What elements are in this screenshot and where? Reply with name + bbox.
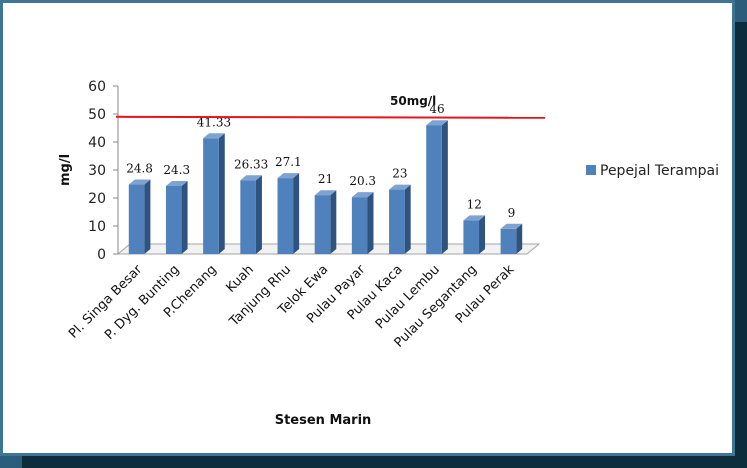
bar-front xyxy=(500,228,517,254)
data-label: 24.8 xyxy=(126,162,153,176)
data-label: 21 xyxy=(318,172,333,186)
x-axis-title: Stesen Marin xyxy=(275,413,372,428)
bar-side xyxy=(293,173,300,254)
bar-top xyxy=(314,190,337,196)
bar-top xyxy=(165,180,188,186)
bar-top xyxy=(351,192,374,198)
bar-side xyxy=(367,192,374,254)
y-axis-title: mg/l xyxy=(58,154,73,186)
bar-front xyxy=(463,220,480,254)
bar-top xyxy=(463,215,486,221)
bar-top xyxy=(500,223,523,229)
reference-line-group: 50mg/l xyxy=(115,94,546,119)
bar-front xyxy=(426,125,442,254)
bar-front xyxy=(277,178,294,254)
bar-side xyxy=(516,223,523,254)
bar xyxy=(128,179,151,254)
bar-front xyxy=(314,195,331,254)
data-label: 27.1 xyxy=(275,155,302,169)
value-labels: 24.8 24.3 41.33 26.33 27.1 21 20.3 23 46 12 9 xyxy=(126,102,515,220)
bar-side xyxy=(181,180,188,254)
bar xyxy=(463,215,486,254)
bar-side xyxy=(255,175,262,254)
bar xyxy=(351,192,374,254)
bar-side xyxy=(144,179,151,254)
bar-top xyxy=(389,184,411,190)
data-label: 46 xyxy=(429,102,444,116)
bar xyxy=(314,190,337,254)
data-label: 20.3 xyxy=(349,174,376,188)
bar xyxy=(240,175,262,254)
bar-front xyxy=(351,197,368,254)
bar-side xyxy=(218,133,225,254)
bar-top xyxy=(128,179,151,185)
y-tick-label: 30 xyxy=(88,163,106,179)
reference-line xyxy=(115,115,546,119)
bar-top xyxy=(426,120,448,126)
bar-front xyxy=(128,184,145,254)
data-label: 26.33 xyxy=(234,157,268,171)
bars xyxy=(128,120,523,254)
bar xyxy=(203,133,225,254)
data-label: 9 xyxy=(508,206,516,220)
data-label: 41.33 xyxy=(197,115,231,129)
y-tick-label: 20 xyxy=(88,191,106,207)
bar-top xyxy=(277,173,300,179)
bar-side xyxy=(330,190,337,254)
bar-front xyxy=(165,185,182,254)
data-label: 12 xyxy=(467,197,482,211)
bar xyxy=(426,120,448,254)
bar-front xyxy=(389,189,405,254)
bar-side xyxy=(441,120,448,254)
y-tick-label: 0 xyxy=(97,247,106,263)
y-tick-label: 40 xyxy=(88,135,106,151)
category-label: Kuah xyxy=(223,262,256,295)
bar-top xyxy=(240,175,262,181)
bar xyxy=(389,184,411,254)
y-tick-label: 50 xyxy=(88,107,106,123)
bar-top xyxy=(203,133,225,139)
bar-front xyxy=(240,180,256,254)
bar-side xyxy=(404,184,411,254)
bar xyxy=(277,173,300,254)
bar xyxy=(165,180,188,254)
y-tick-label: 10 xyxy=(88,219,106,235)
bar-front xyxy=(203,138,219,254)
reference-line-label: 50mg/l xyxy=(390,94,436,108)
y-tick-label: 60 xyxy=(88,79,106,95)
bar xyxy=(500,223,523,254)
bar-side xyxy=(479,215,486,254)
data-label: 24.3 xyxy=(163,163,190,177)
legend-label: Pepejal Terampai xyxy=(600,163,719,179)
data-label: 23 xyxy=(392,167,407,181)
legend: Pepejal Terampai xyxy=(586,163,719,179)
legend-swatch xyxy=(586,165,596,175)
